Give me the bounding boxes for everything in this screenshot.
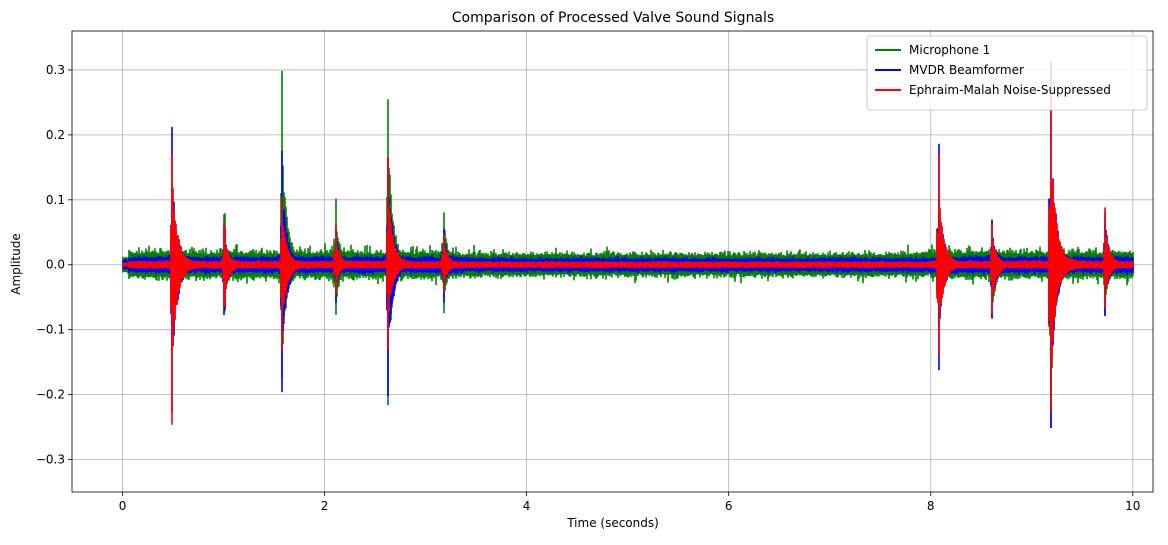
plot-frame [71, 30, 1154, 493]
legend-label: MVDR Beamformer [909, 63, 1024, 77]
legend: Microphone 1 MVDR Beamformer Ephraim-Malah… [866, 35, 1148, 111]
series-line [122, 70, 1134, 428]
y-tick-label: 0.1 [46, 193, 65, 207]
y-tick-label: −0.2 [36, 388, 65, 402]
series-line [122, 61, 1134, 428]
y-tick-label: −0.1 [36, 323, 65, 337]
y-tick-label: −0.3 [36, 453, 65, 467]
y-tick-label: 0.0 [46, 258, 65, 272]
y-tick-label: 0.2 [46, 128, 65, 142]
legend-label: Microphone 1 [909, 43, 990, 57]
legend-label: Ephraim-Malah Noise-Suppressed [909, 83, 1111, 97]
y-tick-label: 0.3 [46, 63, 65, 77]
x-tick-label: 10 [1125, 499, 1140, 513]
series-line [122, 68, 1134, 425]
x-tick-label: 4 [523, 499, 531, 513]
series-lines [122, 61, 1134, 428]
x-tick-label: 6 [725, 499, 733, 513]
legend-box [866, 35, 1148, 111]
x-tick-label: 2 [321, 499, 329, 513]
x-tick-label: 8 [927, 499, 935, 513]
y-axis-label: Amplitude [9, 233, 23, 295]
x-tick-label: 0 [119, 499, 127, 513]
chart-title: Comparison of Processed Valve Sound Sign… [452, 10, 774, 26]
x-axis-label: Time (seconds) [566, 516, 659, 530]
axes: 0 2 4 6 8 10 −0.3 −0.2 −0.1 0.0 0.1 0.2 0.3 [36, 30, 1154, 513]
